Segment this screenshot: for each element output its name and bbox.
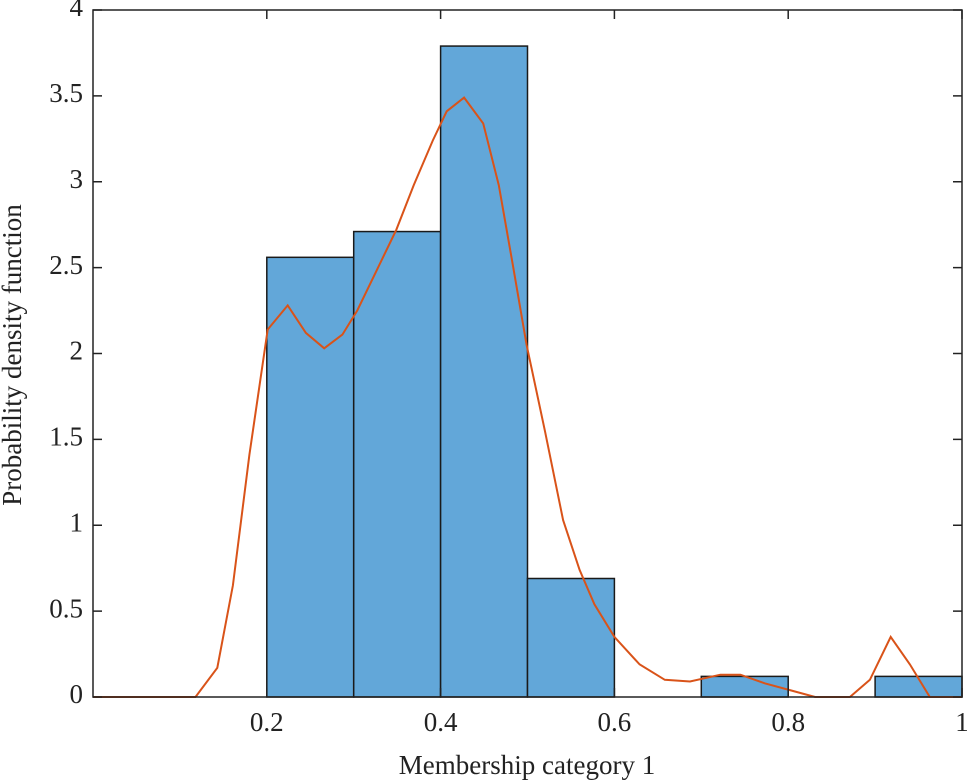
x-tick-label: 0.8 (771, 707, 805, 737)
x-tick-label: 0.6 (598, 707, 632, 737)
y-tick-label: 2.5 (49, 250, 83, 280)
y-axis-label: Probability density function (0, 204, 27, 506)
y-tick-label: 1.5 (49, 422, 83, 452)
y-tick-label: 0.5 (49, 593, 83, 623)
x-axis-label: Membership category 1 (399, 750, 655, 780)
histogram-bar (526, 577, 616, 698)
y-tick-label: 0 (70, 679, 84, 709)
y-tick-label: 3.5 (49, 78, 83, 108)
y-tick-label: 2 (70, 336, 84, 366)
y-tick-label: 4 (70, 0, 84, 22)
density-curve (93, 96, 962, 698)
x-tick-label: 1 (955, 707, 967, 737)
y-tick-label: 3 (70, 164, 84, 194)
y-tick-label: 1 (70, 507, 84, 537)
x-tick-label: 0.4 (424, 707, 458, 737)
histogram-bar (352, 230, 442, 698)
histogram-bar (266, 256, 355, 698)
x-tick-label: 0.2 (250, 707, 284, 737)
histogram-bar (439, 45, 529, 698)
